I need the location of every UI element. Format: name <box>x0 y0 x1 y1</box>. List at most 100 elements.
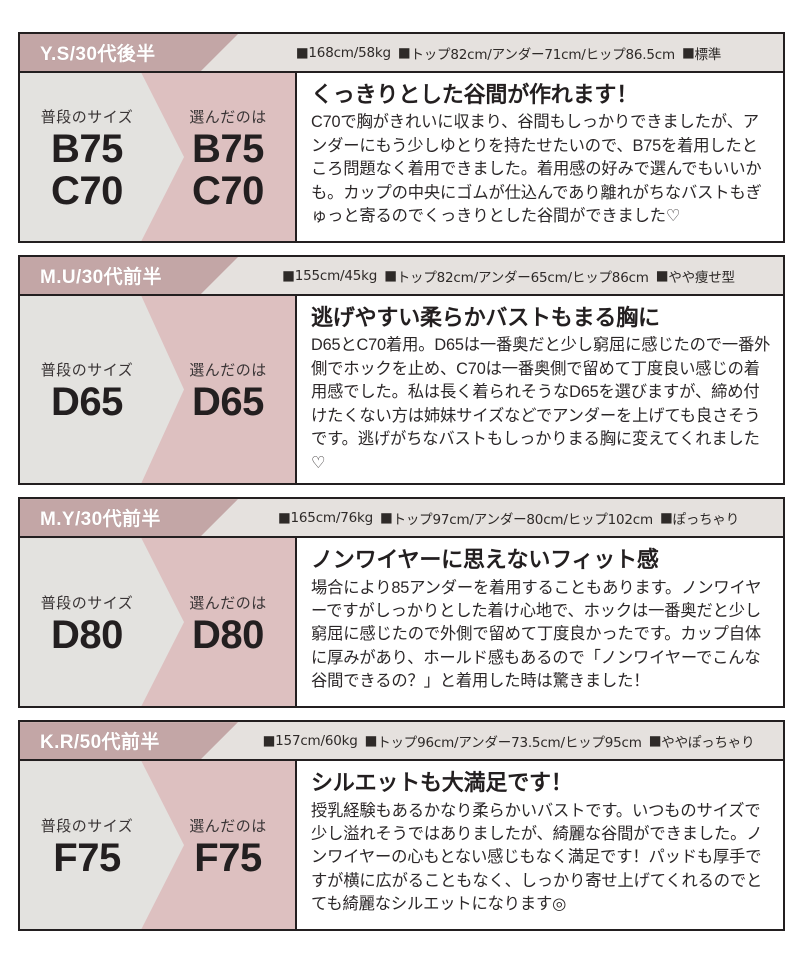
size-columns: 普段のサイズ F75 選んだのは F75 <box>20 761 295 929</box>
review-text-panel: 逃げやすい柔らかバストもまる胸に D65とC70着用。D65は一番奥だと少し窮屈に… <box>295 296 783 484</box>
review-body: 普段のサイズ D65 選んだのは D65 逃げやすい柔らかバストもまる胸に D65とC70… <box>20 294 783 484</box>
reviewer-name: M.Y/30代前半 <box>40 509 161 531</box>
spec-bullet-icon: ■ <box>262 732 276 749</box>
spec-body: 165cm/76kg <box>290 509 374 526</box>
spec-bullet-icon: ■ <box>380 509 393 526</box>
usual-size-values: B75 C70 <box>22 126 152 213</box>
review-body: 普段のサイズ D80 選んだのは D80 ノンワイヤーに思えないフィット感 場合により85… <box>20 536 783 707</box>
usual-size-column: 普段のサイズ D80 <box>22 588 152 657</box>
chosen-size-caption: 選んだのは <box>189 817 267 835</box>
spec-build: ぽっちゃり <box>672 511 740 528</box>
spec-body: 168cm/58kg <box>308 44 391 61</box>
review-body: 普段のサイズ B75 C70 選んだのは B75 C70 くっきりとした谷間が作れます！ C7… <box>20 71 783 241</box>
usual-size-caption: 普段のサイズ <box>40 108 134 126</box>
review-block: M.Y/30代前半 ■ 165cm/76kg ■ トップ97cm/アンダー80cm/ヒッ… <box>18 497 785 709</box>
reviewer-spec: ■ 165cm/76kg ■ トップ97cm/アンダー80cm/ヒップ102cm ■ ぽっ… <box>242 499 775 536</box>
chosen-size-caption: 選んだのは <box>189 108 267 126</box>
reviewer-spec: ■ 155cm/45kg ■ トップ82cm/アンダー65cm/ヒップ86cm ■ やや痩… <box>242 257 775 294</box>
usual-size-values: F75 <box>22 835 152 880</box>
review-body: 普段のサイズ F75 選んだのは F75 シルエットも大満足です！ 授乳経験もあるかなり柔… <box>20 759 783 930</box>
review-title: ノンワイヤーに思えないフィット感 <box>311 547 659 573</box>
spec-build: ややぽっちゃり <box>661 734 755 751</box>
size-comparison-panel: 普段のサイズ D65 選んだのは D65 <box>20 296 295 484</box>
size-value: B75 <box>192 126 264 171</box>
usual-size-column: 普段のサイズ B75 C70 <box>22 102 152 212</box>
size-value: F75 <box>53 835 121 880</box>
chosen-size-column: 選んだのは B75 C70 <box>162 102 294 212</box>
spec-bullet-icon: ■ <box>655 267 669 284</box>
review-header: K.R/50代前半 ■ 157cm/60kg ■ トップ96cm/アンダー73.5cm/… <box>20 722 783 760</box>
review-text-panel: ノンワイヤーに思えないフィット感場合により85アンダーを着用することもあります。… <box>295 538 783 707</box>
reviewer-ribbon: M.Y/30代前半 <box>20 499 238 537</box>
spec-build: 標準 <box>694 46 722 63</box>
spec-bullet-icon: ■ <box>384 267 397 284</box>
size-value: D80 <box>51 612 123 657</box>
spec-bullet-icon: ■ <box>364 732 378 749</box>
spec-bullet-icon: ■ <box>277 509 291 526</box>
reviewer-name: Y.S/30代後半 <box>40 44 156 65</box>
review-text-panel: くっきりとした谷間が作れます！ C70で胸がきれいに収まり、谷間もしっかりできまし… <box>295 73 783 241</box>
review-body-text: D65とC70着用。D65は一番奥だと少し窮屈に感じたので一番外側でホックを止め… <box>311 336 771 472</box>
size-value: D80 <box>192 612 264 657</box>
reviewer-ribbon: M.U/30代前半 <box>20 257 238 294</box>
chosen-size-column: 選んだのは D65 <box>162 355 294 424</box>
review-block: K.R/50代前半 ■ 157cm/60kg ■ トップ96cm/アンダー73.5cm/… <box>18 720 785 932</box>
review-block: M.U/30代前半 ■ 155cm/45kg ■ トップ82cm/アンダー65cm/ヒッ… <box>18 255 785 486</box>
usual-size-values: D65 <box>22 382 152 424</box>
chosen-size-caption: 選んだのは <box>189 362 267 380</box>
review-block: Y.S/30代後半 ■ 168cm/58kg ■ トップ82cm/アンダー71cm/ヒッ… <box>18 32 785 243</box>
spec-bullet-icon: ■ <box>681 44 695 61</box>
chosen-size-values: B75 C70 <box>162 126 294 213</box>
spec-build: やや痩せ型 <box>668 269 735 286</box>
review-title: シルエットも大満足です！ <box>311 770 573 796</box>
chosen-size-values: D65 <box>162 382 294 424</box>
spec-bullet-icon: ■ <box>295 44 309 61</box>
size-columns: 普段のサイズ D80 選んだのは D80 <box>20 538 295 706</box>
reviewer-name: M.U/30代前半 <box>40 267 162 288</box>
size-value: C70 <box>51 168 123 213</box>
review-header: Y.S/30代後半 ■ 168cm/58kg ■ トップ82cm/アンダー71cm/ヒッ… <box>20 34 783 71</box>
chosen-size-column: 選んだのは D80 <box>162 588 294 657</box>
reviewer-name: K.R/50代前半 <box>40 732 160 754</box>
size-comparison-panel: 普段のサイズ B75 C70 選んだのは B75 C70 <box>20 73 295 241</box>
spec-measurements: トップ96cm/アンダー73.5cm/ヒップ95cm <box>377 734 642 751</box>
review-title: 逃げやすい柔らかバストもまる胸に <box>311 305 660 330</box>
reviewer-spec: ■ 168cm/58kg ■ トップ82cm/アンダー71cm/ヒップ86.5cm ■ 標… <box>242 34 775 71</box>
review-body-text: 授乳経験もあるかなり柔らかいバストです。いつものサイズで少し溢れそうではありまし… <box>311 801 763 914</box>
review-header: M.Y/30代前半 ■ 165cm/76kg ■ トップ97cm/アンダー80cm/ヒッ… <box>20 499 783 537</box>
spec-measurements: トップ82cm/アンダー71cm/ヒップ86.5cm <box>410 46 675 63</box>
size-value: B75 <box>51 126 123 171</box>
size-value: F75 <box>194 835 262 880</box>
size-columns: 普段のサイズ D65 選んだのは D65 <box>20 296 295 483</box>
review-title: くっきりとした谷間が作れます！ <box>311 82 639 107</box>
usual-size-values: D80 <box>22 612 152 657</box>
review-text-panel: シルエットも大満足です！ 授乳経験もあるかなり柔らかいバストです。いつものサイズで… <box>295 761 783 930</box>
usual-size-column: 普段のサイズ F75 <box>22 811 152 880</box>
spec-measurements: トップ82cm/アンダー65cm/ヒップ86cm <box>396 269 649 286</box>
spec-body: 157cm/60kg <box>275 732 358 749</box>
reviewer-ribbon: K.R/50代前半 <box>20 722 238 760</box>
size-comparison-panel: 普段のサイズ D80 選んだのは D80 <box>20 538 295 707</box>
size-value: D65 <box>51 380 123 425</box>
usual-size-caption: 普段のサイズ <box>40 594 134 612</box>
spec-bullet-icon: ■ <box>282 267 295 284</box>
spec-measurements: トップ97cm/アンダー80cm/ヒップ102cm <box>392 511 654 528</box>
spec-bullet-icon: ■ <box>659 509 673 526</box>
chosen-size-caption: 選んだのは <box>189 594 267 612</box>
review-body-text: C70で胸がきれいに収まり、谷間もしっかりできましたが、アンダーにもう少しゆとり… <box>311 113 762 226</box>
size-value: C70 <box>192 168 264 213</box>
spec-bullet-icon: ■ <box>648 732 662 749</box>
reviewer-ribbon: Y.S/30代後半 <box>20 34 238 71</box>
review-body-text: 場合により85アンダーを着用することもあります。ノンワイヤーですがしっかりとした… <box>311 578 762 691</box>
chosen-size-column: 選んだのは F75 <box>162 811 294 880</box>
usual-size-column: 普段のサイズ D65 <box>22 355 152 424</box>
spec-bullet-icon: ■ <box>397 44 411 61</box>
review-header: M.U/30代前半 ■ 155cm/45kg ■ トップ82cm/アンダー65cm/ヒッ… <box>20 257 783 294</box>
chosen-size-values: F75 <box>162 835 294 880</box>
spec-body: 155cm/45kg <box>294 267 378 284</box>
size-columns: 普段のサイズ B75 C70 選んだのは B75 C70 <box>20 73 295 241</box>
review-list: Y.S/30代後半 ■ 168cm/58kg ■ トップ82cm/アンダー71cm/ヒッ… <box>18 32 785 932</box>
reviewer-spec: ■ 157cm/60kg ■ トップ96cm/アンダー73.5cm/ヒップ95cm ■ や… <box>242 722 775 759</box>
usual-size-caption: 普段のサイズ <box>40 817 134 835</box>
